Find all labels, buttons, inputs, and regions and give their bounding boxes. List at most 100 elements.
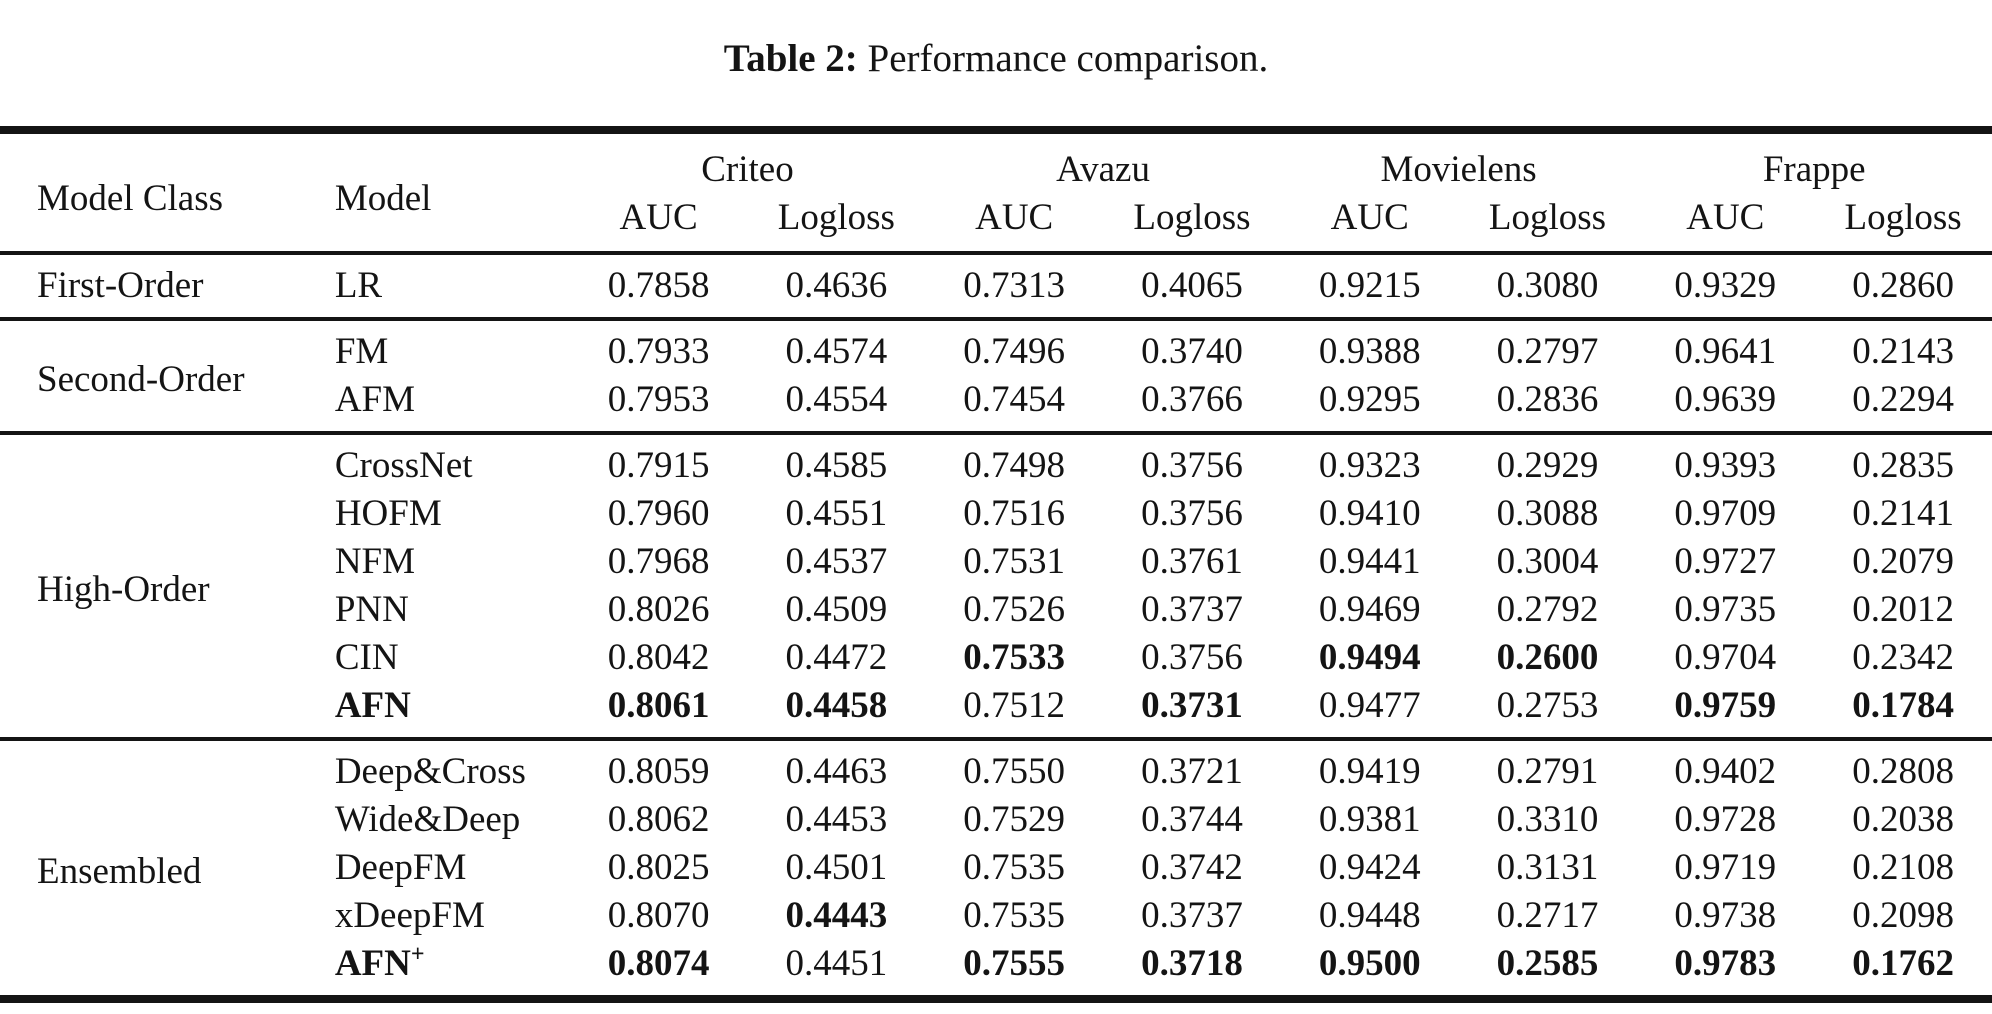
model-name-label: CrossNet	[334, 445, 473, 486]
metric-value-cell: 0.2808	[1852, 751, 1954, 792]
table-row: AFM 0.7953 0.4554 0.7454 0.3766 0.9295 0.2836 0…	[0, 376, 1992, 435]
model-name-cell: DeepFM	[295, 844, 570, 892]
model-name-label: LR	[334, 265, 383, 306]
model-name-label: Deep&Cross	[334, 751, 526, 792]
model-name-cell: Deep&Cross	[295, 739, 570, 796]
model-name-label: AFM	[334, 379, 416, 420]
metric-value-cell: 0.7555	[925, 940, 1104, 1001]
table-row: High-Order CrossNet 0.7915 0.4585 0.7498 0.37…	[0, 433, 1992, 741]
metric-value-cell: 0.7933	[607, 331, 710, 372]
metric-value-cell: 0.3131	[1496, 847, 1599, 888]
metric-value-cell: 0.3718	[1103, 940, 1281, 1001]
metric-value-cell: 0.8074	[569, 940, 748, 1001]
metric-value-cell: 0.7535	[963, 895, 1066, 936]
metric-value-cell: 0.9500	[1280, 940, 1459, 1001]
metric-value-cell: 0.2792	[1496, 589, 1599, 630]
metric-value-cell: 0.9448	[1318, 895, 1421, 936]
dataset-header-frappe: Frappe	[1762, 149, 1866, 190]
metric-header-auc: AUC	[925, 194, 1104, 255]
metric-value-cell: 0.9419	[1318, 751, 1421, 792]
metric-value-cell: 0.2141	[1852, 493, 1954, 534]
model-name-label: AFN	[334, 685, 411, 726]
metric-value-cell: 0.9393	[1674, 445, 1777, 486]
metric-value-cell: 0.4537	[785, 541, 888, 582]
metric-value-cell: 0.4585	[785, 445, 888, 486]
metric-value-cell: 0.8025	[607, 847, 710, 888]
metric-value-cell: 0.8059	[607, 751, 710, 792]
metric-value-cell: 0.2108	[1852, 847, 1954, 888]
metric-value-cell: 0.1784	[1814, 682, 1992, 741]
metric-value-cell: 0.7512	[925, 682, 1104, 741]
model-name-cell: CIN	[295, 634, 570, 682]
table-row: CIN 0.8042 0.4472 0.7533 0.3756 0.9494 0.2600 0…	[0, 634, 1992, 682]
model-class-cell: First-Order	[0, 253, 295, 321]
metric-value-cell: 0.7454	[925, 376, 1104, 435]
metric-value-cell: 0.4451	[747, 940, 926, 1001]
metric-value-cell: 0.2791	[1496, 751, 1599, 792]
metric-value-cell: 0.3310	[1496, 799, 1599, 840]
metric-value-cell: 0.9381	[1318, 799, 1421, 840]
metric-value-cell: 0.2012	[1852, 589, 1954, 630]
metric-value-cell: 0.3740	[1141, 331, 1243, 372]
metric-header-logloss: Logloss	[747, 194, 926, 255]
table-body: First-Order LR 0.7858 0.4636 0.7313 0.4065 0.9…	[0, 253, 1992, 1001]
dataset-header-movielens: Movielens	[1380, 149, 1537, 190]
metric-value-cell: 0.2860	[1814, 253, 1992, 321]
metric-value-cell: 0.4453	[785, 799, 888, 840]
metric-value-cell: 0.3756	[1141, 445, 1243, 486]
metric-value-cell: 0.2342	[1852, 637, 1954, 678]
metric-value-cell: 0.7968	[607, 541, 710, 582]
table-row: xDeepFM 0.8070 0.4443 0.7535 0.3737 0.9448 0.2…	[0, 892, 1992, 940]
metric-header-logloss: Logloss	[1458, 194, 1637, 255]
metric-value-cell: 0.4551	[785, 493, 888, 534]
table-row: NFM 0.7968 0.4537 0.7531 0.3761 0.9441 0.3004 0…	[0, 538, 1992, 586]
model-name-cell: HOFM	[295, 490, 570, 538]
metric-value-cell: 0.3721	[1141, 751, 1243, 792]
model-name-cell: xDeepFM	[295, 892, 570, 940]
metric-value-cell: 0.2835	[1852, 445, 1954, 486]
metric-value-cell: 0.9215	[1280, 253, 1459, 321]
metric-value-cell: 0.3766	[1103, 376, 1281, 435]
metric-value-cell: 0.7496	[963, 331, 1066, 372]
metric-value-cell: 0.9402	[1674, 751, 1777, 792]
metric-value-cell: 0.9704	[1674, 637, 1777, 678]
table-caption-label: Table 2:	[723, 37, 858, 80]
metric-value-cell: 0.3737	[1141, 895, 1243, 936]
performance-table: Model Class Model Criteo Avazu Movielens…	[0, 126, 1992, 1003]
model-class-cell: Ensembled	[0, 739, 295, 1001]
metric-value-cell: 0.3088	[1496, 493, 1599, 534]
metric-value-cell: 0.3004	[1496, 541, 1599, 582]
metric-value-cell: 0.4458	[747, 682, 926, 741]
model-name-cell: Wide&Deep	[295, 796, 570, 844]
metric-value-cell: 0.4065	[1103, 253, 1281, 321]
metric-value-cell: 0.2143	[1852, 331, 1954, 372]
col-header-model: Model	[294, 130, 570, 255]
metric-value-cell: 0.4574	[785, 331, 888, 372]
metric-value-cell: 0.7533	[963, 637, 1066, 678]
metric-value-cell: 0.9477	[1280, 682, 1459, 741]
metric-value-cell: 0.7313	[925, 253, 1104, 321]
metric-value-cell: 0.7915	[607, 445, 710, 486]
metric-value-cell: 0.4501	[785, 847, 888, 888]
metric-header-logloss: Logloss	[1814, 194, 1992, 255]
metric-value-cell: 0.2929	[1496, 445, 1599, 486]
metric-value-cell: 0.9295	[1280, 376, 1459, 435]
model-name-cell: AFM	[294, 376, 570, 435]
metric-header-logloss: Logloss	[1103, 194, 1281, 255]
metric-value-cell: 0.4554	[747, 376, 926, 435]
table-caption-text: Performance comparison.	[867, 37, 1269, 80]
metric-header-auc: AUC	[569, 194, 748, 255]
metric-value-cell: 0.7858	[569, 253, 748, 321]
table-row: HOFM 0.7960 0.4551 0.7516 0.3756 0.9410 0.3088…	[0, 490, 1992, 538]
model-name-label: HOFM	[334, 493, 442, 534]
model-name-superscript: +	[410, 941, 425, 968]
model-name-label: Wide&Deep	[334, 799, 521, 840]
model-name-label: FM	[334, 331, 389, 372]
metric-value-cell: 0.7953	[569, 376, 748, 435]
metric-value-cell: 0.3756	[1141, 493, 1243, 534]
col-header-model-class: Model Class	[0, 130, 295, 255]
metric-value-cell: 0.2038	[1852, 799, 1954, 840]
metric-value-cell: 0.8026	[607, 589, 710, 630]
table-row: PNN 0.8026 0.4509 0.7526 0.3737 0.9469 0.2792 0…	[0, 586, 1992, 634]
metric-value-cell: 0.8061	[569, 682, 748, 741]
